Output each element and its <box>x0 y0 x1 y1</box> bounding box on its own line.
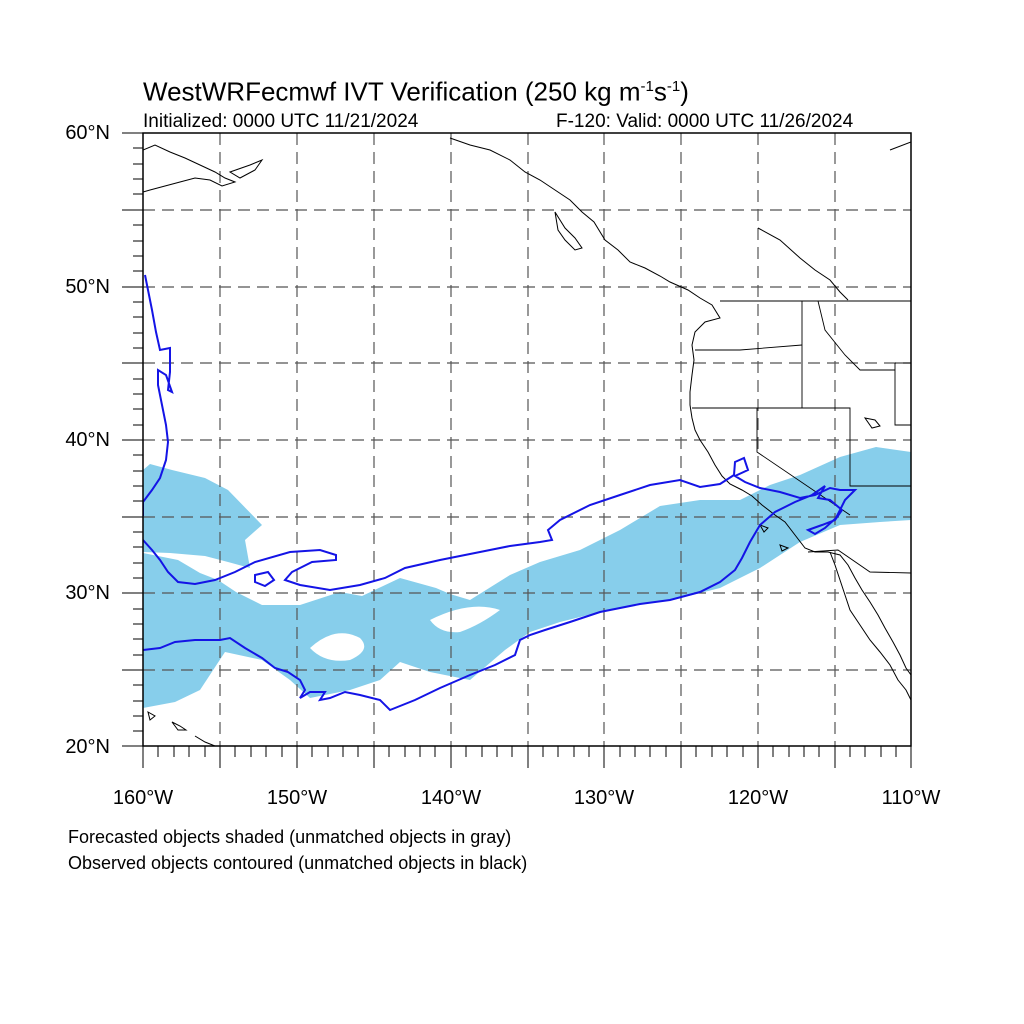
lat-label-30n: 30°N <box>65 582 110 604</box>
lat-label-40n: 40°N <box>65 429 110 451</box>
lon-label-130w: 130°W <box>573 787 635 809</box>
lat-label-20n: 20°N <box>65 736 110 758</box>
map-title: WestWRFecmwf IVT Verification (250 kg m-… <box>143 76 689 107</box>
lon-label-140w: 140°W <box>420 787 482 809</box>
lon-label-160w: 160°W <box>112 787 174 809</box>
axis-ticks <box>122 132 912 768</box>
observed-ivt-contour <box>143 274 858 712</box>
initialized-time: Initialized: 0000 UTC 11/21/2024 <box>143 111 419 132</box>
coastlines <box>143 137 911 746</box>
forecast-object-hole <box>310 633 365 661</box>
lat-label-50n: 50°N <box>65 276 110 298</box>
lon-label-150w: 150°W <box>266 787 328 809</box>
forecast-ivt-object <box>143 447 911 708</box>
lat-lon-grid <box>143 133 911 746</box>
forecast-note: Forecasted objects shaded (unmatched obj… <box>68 827 512 847</box>
observed-note: Observed objects contoured (unmatched ob… <box>68 853 528 873</box>
lat-label-60n: 60°N <box>65 122 110 144</box>
lon-label-110w: 110°W <box>881 787 941 809</box>
forecast-object-hole <box>430 606 500 633</box>
state-borders <box>692 300 911 574</box>
valid-time: F-120: Valid: 0000 UTC 11/26/2024 <box>556 111 854 132</box>
lon-label-120w: 120°W <box>727 787 789 809</box>
